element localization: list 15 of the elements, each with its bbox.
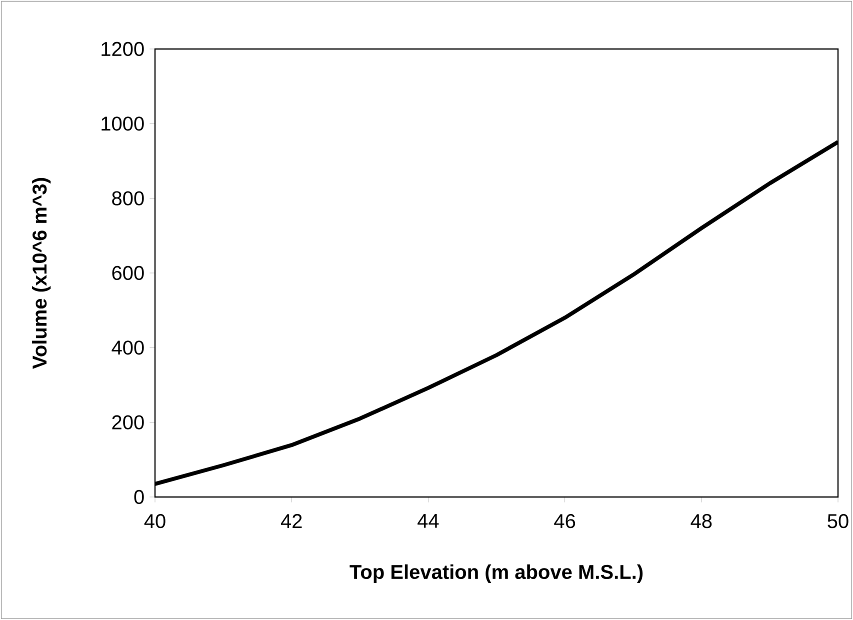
x-tick-label: 48 bbox=[690, 514, 712, 528]
y-tick-label: 600 bbox=[112, 266, 144, 280]
y-tick-label: 0 bbox=[134, 490, 144, 504]
y-tick-label: 1200 bbox=[102, 42, 144, 56]
x-tick-label: 44 bbox=[418, 514, 439, 528]
x-tick-label: 50 bbox=[828, 514, 848, 528]
x-tick-label: 46 bbox=[554, 514, 576, 528]
y-tick-label: 800 bbox=[112, 191, 144, 206]
y-axis-title: Volume (x10^6 m^3) bbox=[32, 178, 51, 369]
y-tick-label: 200 bbox=[112, 415, 144, 430]
y-tick-label: 1000 bbox=[102, 116, 144, 131]
x-tick-label: 40 bbox=[144, 514, 166, 528]
y-tick-label: 400 bbox=[112, 340, 144, 355]
x-axis-title: Top Elevation (m above M.S.L.) bbox=[350, 564, 643, 583]
x-tick-label: 42 bbox=[280, 514, 302, 528]
